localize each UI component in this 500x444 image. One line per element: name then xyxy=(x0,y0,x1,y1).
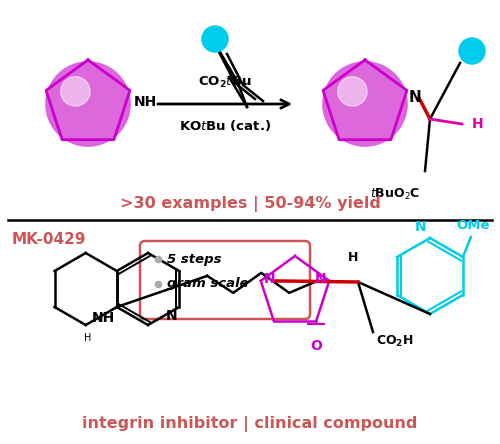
Circle shape xyxy=(46,62,130,146)
Circle shape xyxy=(348,87,373,112)
Circle shape xyxy=(326,66,402,141)
Circle shape xyxy=(50,66,125,141)
Circle shape xyxy=(69,85,98,115)
Circle shape xyxy=(325,64,404,143)
Circle shape xyxy=(357,96,361,100)
Circle shape xyxy=(355,94,364,103)
Text: OMe: OMe xyxy=(456,219,490,232)
Text: MK-0429: MK-0429 xyxy=(12,232,86,247)
Text: N: N xyxy=(409,91,422,106)
Text: N: N xyxy=(314,272,326,286)
Circle shape xyxy=(74,91,92,107)
Circle shape xyxy=(80,96,84,100)
Text: N: N xyxy=(166,309,177,323)
Circle shape xyxy=(48,64,128,143)
Circle shape xyxy=(66,82,104,119)
Text: $\mathbf{CO_2H}$: $\mathbf{CO_2H}$ xyxy=(376,334,414,349)
Text: gram scale: gram scale xyxy=(167,278,248,290)
Circle shape xyxy=(73,89,94,110)
Text: NH: NH xyxy=(134,95,157,109)
Circle shape xyxy=(354,92,366,105)
Circle shape xyxy=(53,69,120,136)
Circle shape xyxy=(76,92,89,105)
Circle shape xyxy=(350,89,371,110)
Circle shape xyxy=(56,73,116,131)
Text: $\mathbf{CO_2}$$\mathit{t}$$\mathbf{Bu}$: $\mathbf{CO_2}$$\mathit{t}$$\mathbf{Bu}$ xyxy=(198,75,252,90)
Circle shape xyxy=(336,75,390,129)
Text: 5 steps: 5 steps xyxy=(167,253,222,266)
Text: >30 examples | 50-94% yield: >30 examples | 50-94% yield xyxy=(120,196,380,212)
FancyBboxPatch shape xyxy=(140,241,310,319)
Circle shape xyxy=(62,78,108,124)
Circle shape xyxy=(334,73,392,131)
Circle shape xyxy=(58,75,113,129)
Text: KO$\mathit{t}$Bu (cat.): KO$\mathit{t}$Bu (cat.) xyxy=(179,118,271,133)
Circle shape xyxy=(342,82,380,119)
Circle shape xyxy=(60,77,90,106)
Circle shape xyxy=(352,91,368,107)
Circle shape xyxy=(332,71,395,134)
Circle shape xyxy=(338,77,367,106)
Circle shape xyxy=(339,78,386,124)
Circle shape xyxy=(330,69,398,136)
Circle shape xyxy=(46,62,130,146)
Text: $t$BuO$_2$C: $t$BuO$_2$C xyxy=(370,187,420,202)
Circle shape xyxy=(68,83,101,117)
Circle shape xyxy=(328,67,400,139)
Text: O: O xyxy=(310,339,322,353)
Circle shape xyxy=(346,85,376,115)
Text: H: H xyxy=(84,333,92,343)
Text: N: N xyxy=(414,220,426,234)
Circle shape xyxy=(64,80,106,122)
Circle shape xyxy=(60,76,110,127)
Text: H: H xyxy=(472,117,484,131)
Text: integrin inhibitor | clinical compound: integrin inhibitor | clinical compound xyxy=(82,416,417,432)
Text: N: N xyxy=(264,272,276,286)
Circle shape xyxy=(338,76,388,127)
Text: NH: NH xyxy=(92,311,115,325)
Text: H: H xyxy=(348,251,358,264)
Circle shape xyxy=(323,62,407,146)
Circle shape xyxy=(78,94,86,103)
Circle shape xyxy=(52,67,123,139)
Circle shape xyxy=(459,38,485,64)
Circle shape xyxy=(71,87,96,112)
Circle shape xyxy=(55,71,118,134)
Circle shape xyxy=(344,83,378,117)
Circle shape xyxy=(341,80,383,122)
Circle shape xyxy=(202,26,228,52)
Circle shape xyxy=(323,62,407,146)
